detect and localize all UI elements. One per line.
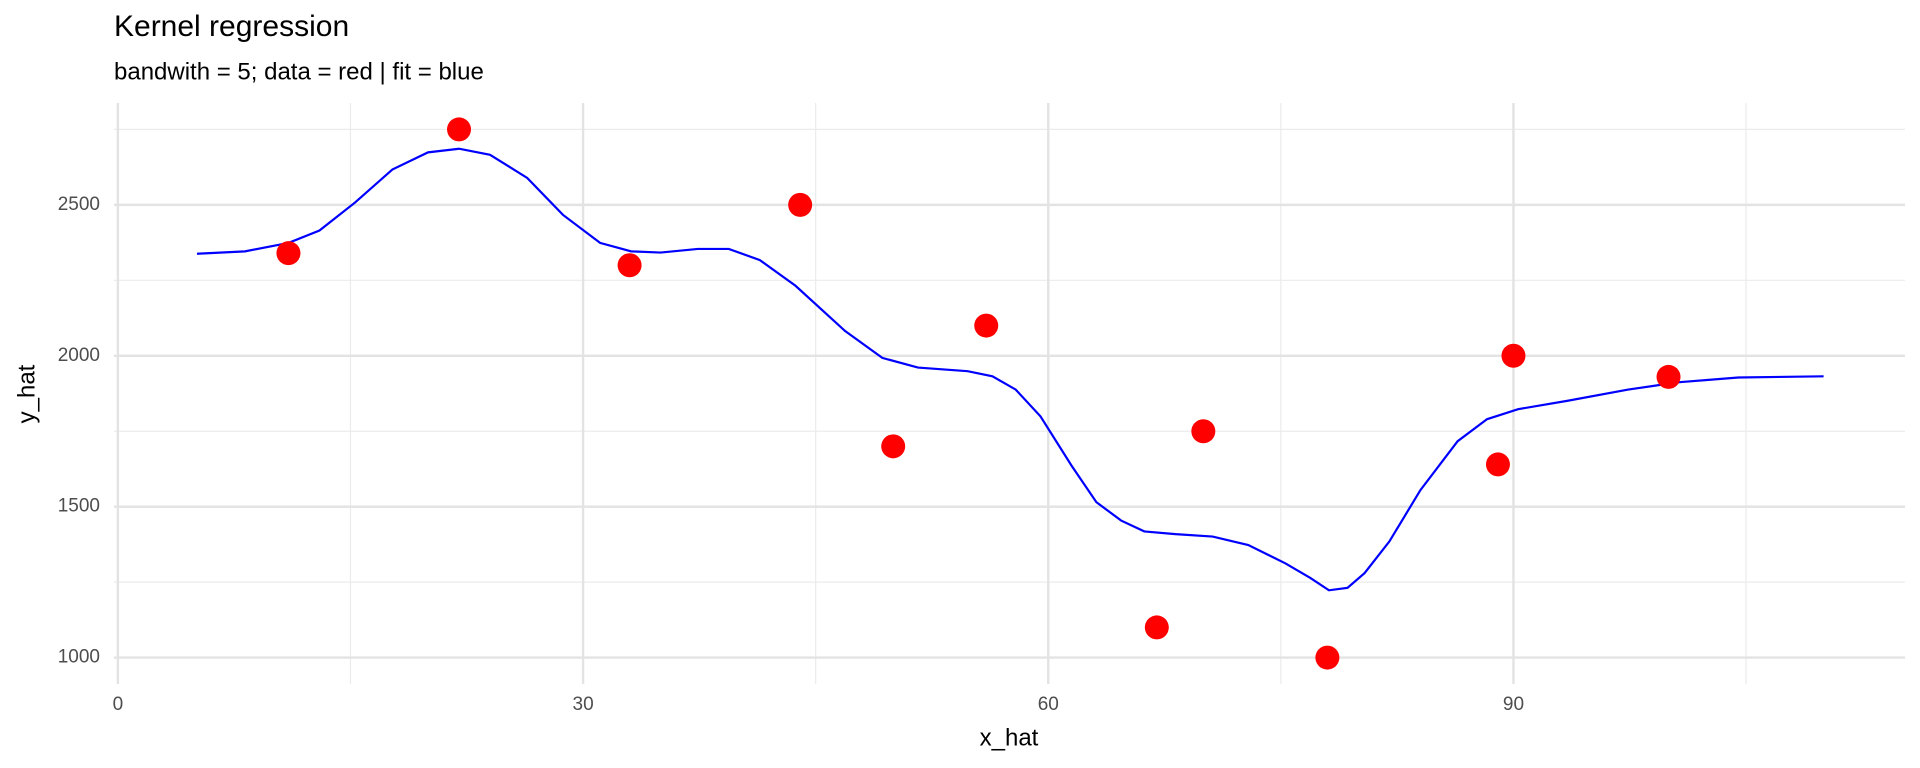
data-point	[1144, 615, 1169, 640]
data-point	[617, 253, 642, 278]
data-point	[1501, 343, 1526, 368]
y-tick-label: 1500	[58, 496, 100, 517]
data-point	[1191, 419, 1216, 444]
chart-title: Kernel regression	[114, 10, 349, 43]
data-point	[276, 241, 301, 266]
x-tick-label: 60	[1038, 694, 1059, 715]
data-point	[447, 117, 472, 142]
data-point	[788, 192, 813, 217]
y-axis-title: y_hat	[13, 364, 40, 423]
y-tick-label: 2000	[58, 345, 100, 366]
y-tick-label: 2500	[58, 194, 100, 215]
data-point	[1485, 452, 1510, 477]
data-point	[1315, 645, 1340, 670]
data-point	[974, 313, 999, 338]
fit-line	[196, 147, 1824, 592]
y-tick-label: 1000	[58, 647, 100, 668]
data-point	[1656, 364, 1681, 389]
x-tick-label: 90	[1503, 694, 1524, 715]
data-point	[881, 434, 906, 459]
x-tick-label: 0	[113, 694, 124, 715]
x-tick-label: 30	[573, 694, 594, 715]
x-axis-title: x_hat	[980, 724, 1039, 751]
chart-subtitle: bandwith = 5; data = red | fit = blue	[114, 58, 484, 85]
